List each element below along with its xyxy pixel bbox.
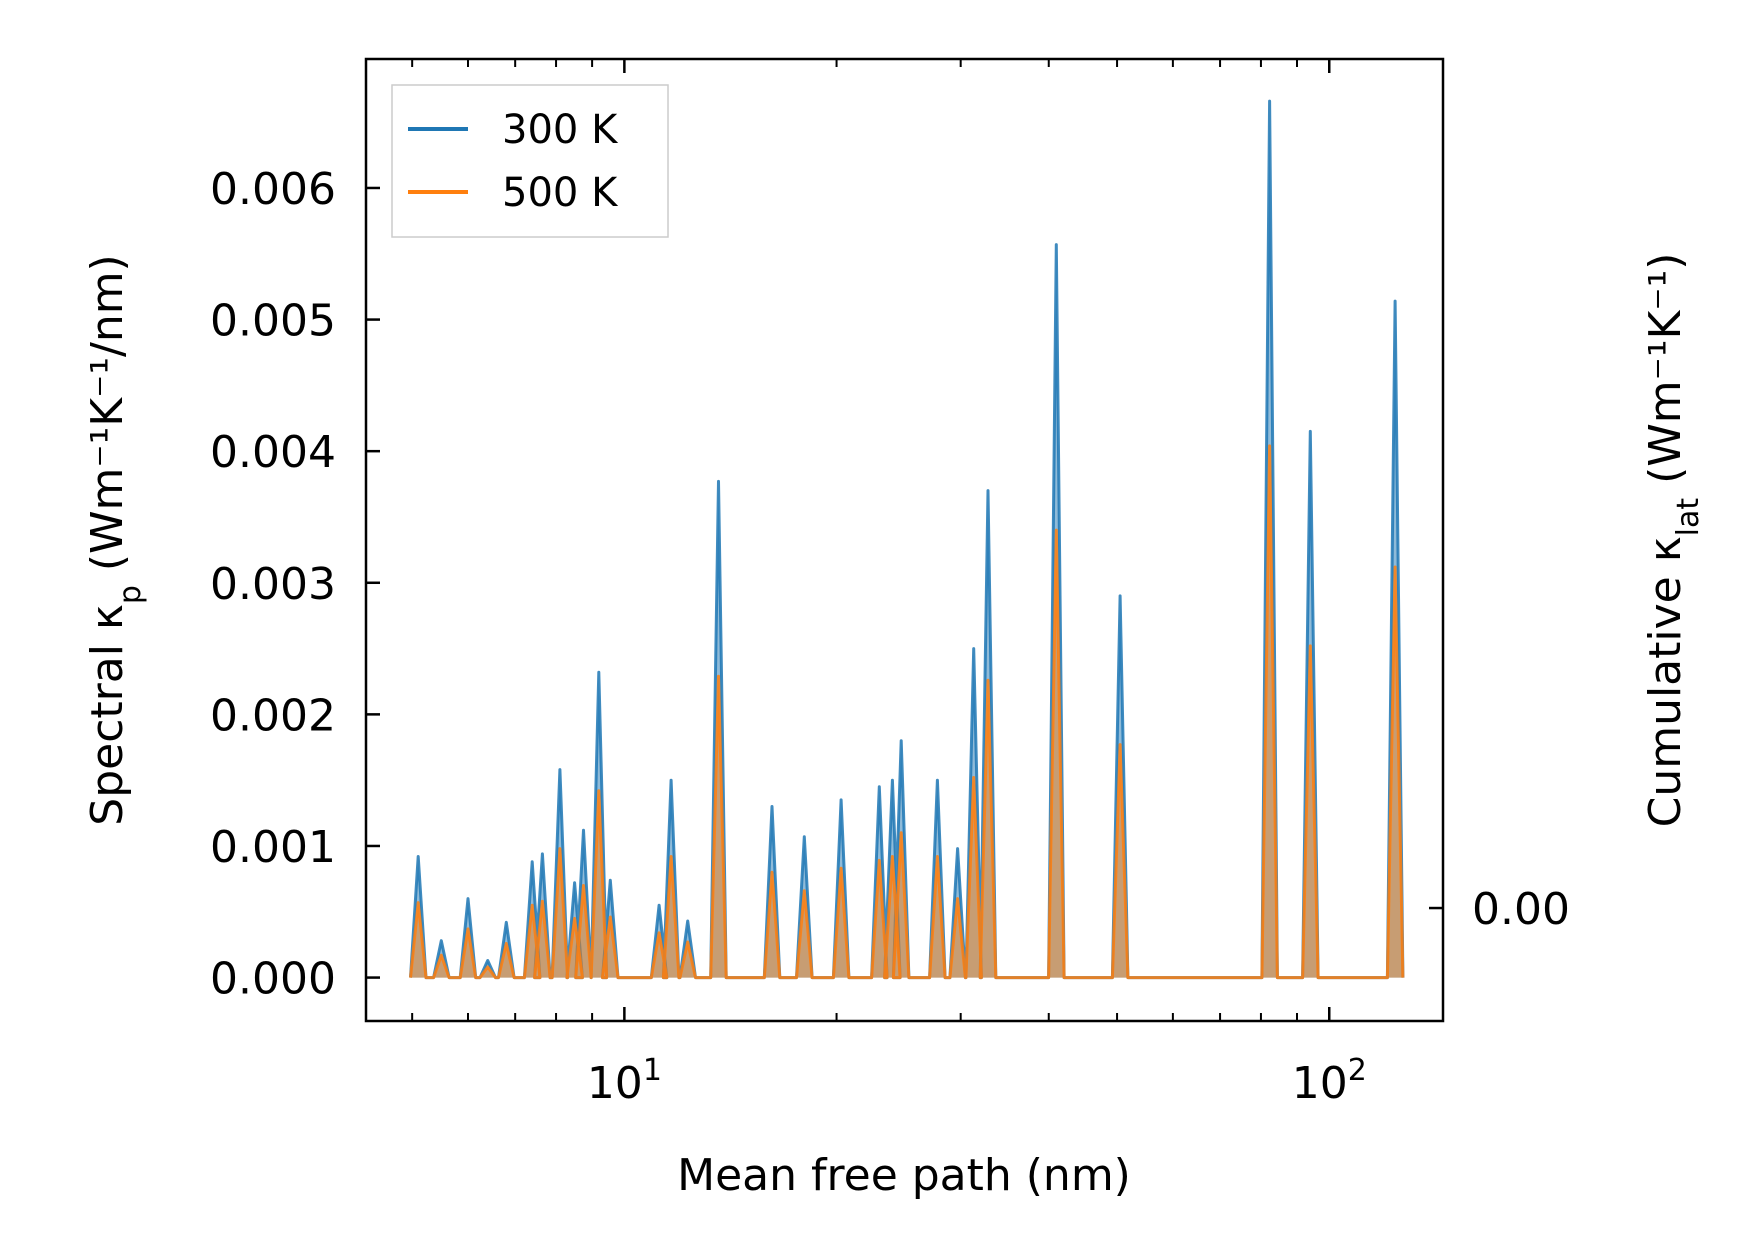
left-y-tick-label: 0.003	[210, 559, 336, 610]
spectral-line-300k	[409, 99, 1405, 980]
legend-label-500k: 500 K	[502, 170, 619, 216]
left-y-tick-label: 0.005	[210, 296, 336, 347]
left-y-tick-label: 0.001	[210, 822, 336, 873]
tick-layer	[366, 59, 1443, 1021]
left-y-tick-label: 0.006	[210, 164, 336, 215]
spectral-fill-layer	[409, 99, 1405, 980]
spectral-line-500k	[409, 444, 1405, 980]
left-y-tick-label: 0.002	[210, 690, 336, 741]
x-axis-title: Mean free path (nm)	[677, 1150, 1131, 1201]
tick-label-layer: 101 102 0.000 0.001 0.002 0.003 0.004 0.005 0.00…	[210, 164, 1570, 1109]
x-tick-label: 102	[1292, 1053, 1367, 1109]
legend: 300 K 500 K	[391, 84, 669, 238]
left-y-tick-label: 0.000	[210, 954, 336, 1005]
legend-box	[391, 84, 669, 238]
plot-frame	[364, 57, 1445, 1023]
left-y-tick-label: 0.004	[210, 427, 336, 478]
x-tick-label: 101	[587, 1053, 662, 1109]
right-y-axis-title: Cumulative κlat (Wm⁻¹K⁻¹)	[1640, 253, 1706, 828]
right-y-tick-label: 0.00	[1472, 884, 1570, 935]
left-y-axis-title: Spectral κp (Wm⁻¹K⁻¹/nm)	[82, 254, 148, 825]
legend-label-300k: 300 K	[502, 107, 619, 153]
